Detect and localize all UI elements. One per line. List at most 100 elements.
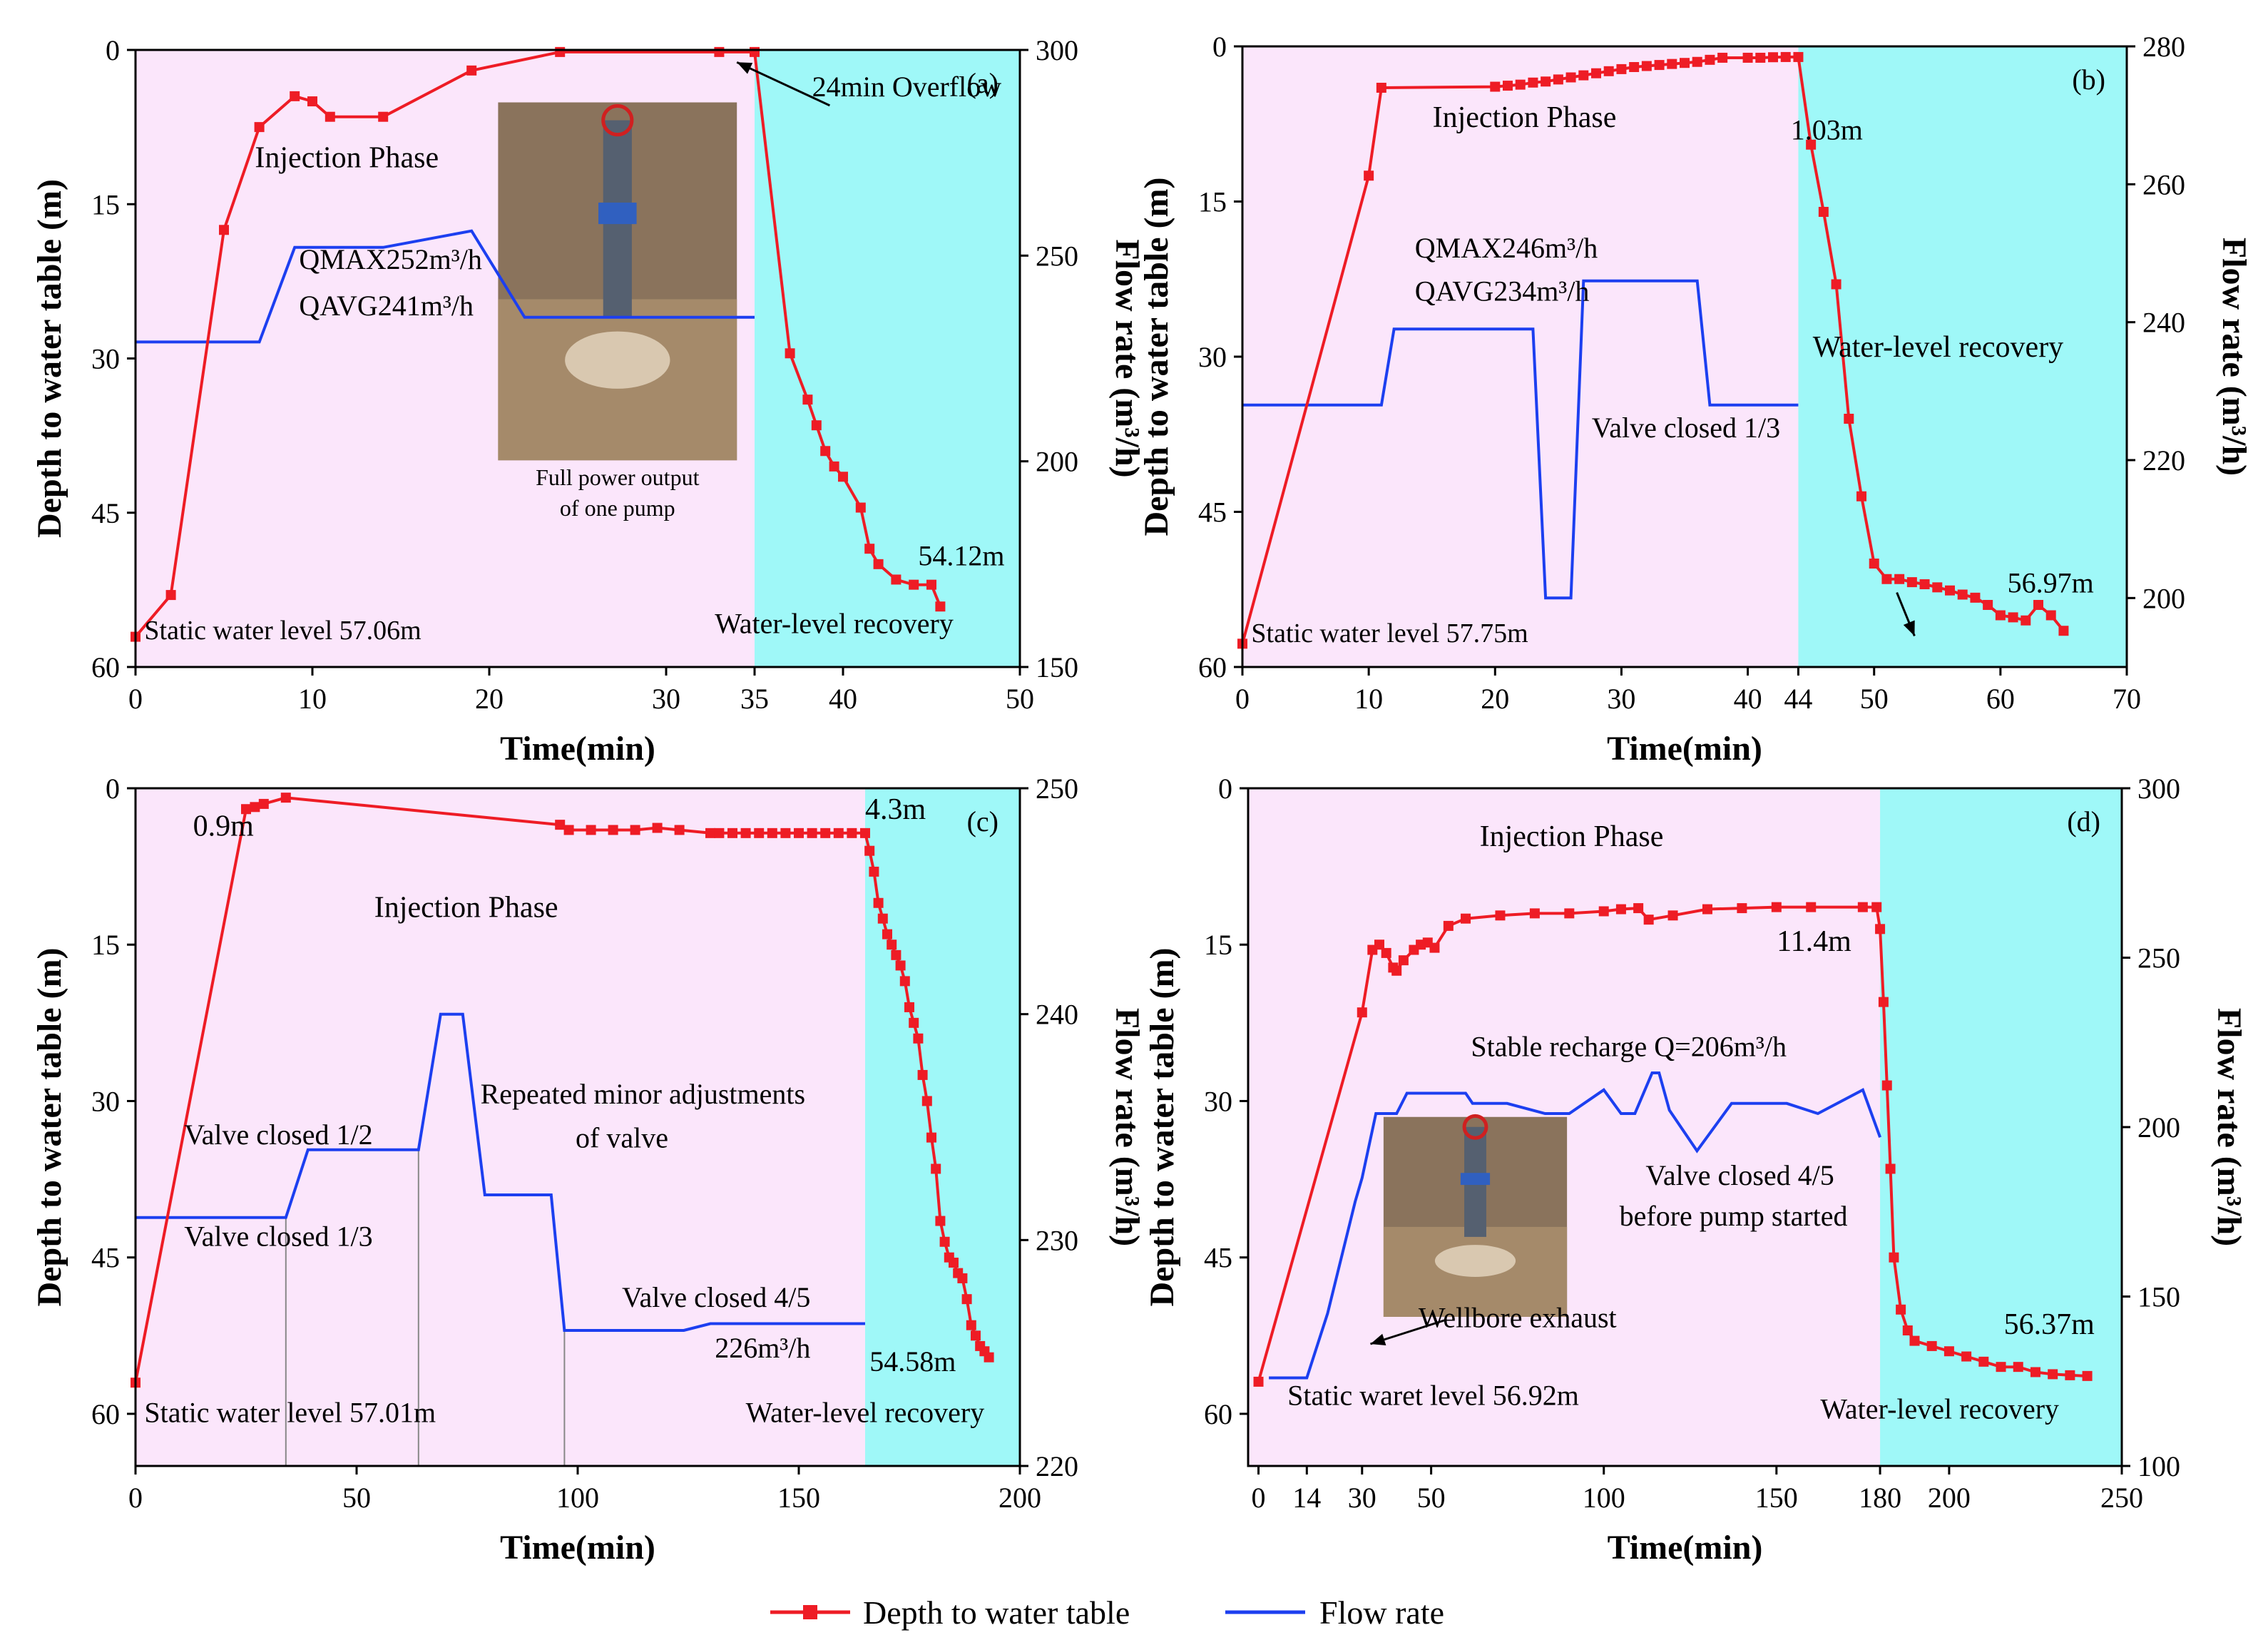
y2-tick-label: 240	[1036, 999, 1078, 1031]
annotation: Wellbore exhaust	[1419, 1301, 1617, 1333]
annotation: Valve closed 1/3	[1592, 412, 1780, 444]
y-tick-label: 0	[1218, 773, 1232, 805]
annotation: Water-level recovery	[1820, 1393, 2059, 1425]
y2-tick-label: 150	[2137, 1281, 2180, 1313]
depth-point	[909, 579, 919, 590]
depth-point	[254, 122, 265, 133]
depth-point	[794, 827, 804, 838]
y2-axis-label: Flow rate (m³/h)	[1108, 239, 1146, 477]
y-axis-label: Depth to water table (m)	[31, 948, 68, 1307]
annotation: of one pump	[560, 495, 675, 521]
depth-point	[2021, 615, 2031, 626]
depth-point	[1881, 574, 1892, 584]
depth-point	[1374, 939, 1384, 950]
depth-point	[1806, 139, 1817, 150]
annotation: QMAX252m³/h	[299, 243, 481, 275]
depth-point	[1364, 170, 1374, 181]
depth-point	[1443, 920, 1454, 931]
x-tick-label: 14	[1292, 1482, 1321, 1514]
x-tick-label: 150	[1755, 1482, 1798, 1514]
y-axis-label: Depth to water table (m)	[1138, 178, 1175, 536]
depth-point	[1515, 79, 1526, 90]
depth-point	[966, 1320, 976, 1330]
photo-flange	[1460, 1173, 1491, 1186]
annotation: Valve closed 4/5	[622, 1281, 810, 1313]
depth-point	[1529, 908, 1540, 919]
depth-point	[1806, 902, 1817, 912]
y2-tick-label: 200	[2137, 1111, 2180, 1144]
depth-point	[1391, 965, 1402, 976]
x-tick-label: 0	[128, 1482, 143, 1514]
y-tick-label: 0	[106, 34, 120, 66]
depth-point	[2048, 1369, 2058, 1380]
depth-point	[820, 446, 831, 457]
chart-panel-3: 0 50 100 150 200 0 15 30 45 60 220 230 240 250 Time(mi…	[31, 773, 1146, 1567]
y2-tick-label: 200	[2142, 582, 2185, 614]
annotation: Injection Phase	[374, 892, 558, 925]
y2-axis-label: Flow rate (m³/h)	[2210, 1008, 2248, 1246]
depth-point	[1398, 955, 1409, 966]
depth-point	[926, 1132, 936, 1143]
depth-point	[935, 1216, 946, 1226]
photo-splash	[565, 331, 670, 389]
legend-depth-marker	[803, 1605, 817, 1619]
y2-axis-label: Flow rate (m³/h)	[1108, 1008, 1146, 1246]
y-tick-label: 15	[91, 929, 120, 961]
x-axis-label: Time(min)	[1607, 730, 1762, 768]
depth-point	[325, 111, 335, 122]
depth-point	[2008, 612, 2018, 623]
y-tick-label: 45	[1204, 1242, 1232, 1274]
depth-point	[1875, 924, 1886, 935]
y2-tick-label: 250	[1036, 773, 1078, 805]
depth-point	[811, 420, 822, 431]
y-tick-label: 30	[91, 1085, 120, 1117]
depth-point	[1856, 491, 1866, 501]
depth-point	[882, 929, 892, 939]
depth-point	[864, 544, 875, 554]
x-tick-label: 10	[298, 683, 327, 715]
depth-point	[2058, 626, 2069, 636]
y2-tick-label: 220	[1036, 1450, 1078, 1482]
injection-phase-region	[136, 788, 865, 1466]
depth-point	[555, 820, 566, 830]
depth-point	[563, 825, 574, 835]
x-axis-label: Time(min)	[500, 1529, 655, 1567]
y-tick-label: 60	[1198, 651, 1227, 683]
depth-point	[608, 825, 618, 835]
annotation: 226m³/h	[715, 1332, 810, 1364]
y2-tick-label: 280	[2142, 31, 2185, 63]
depth-point	[674, 825, 685, 835]
depth-point	[1896, 1304, 1906, 1315]
annotation-arrow	[736, 61, 831, 107]
depth-point	[921, 1096, 932, 1106]
depth-point	[1541, 76, 1551, 87]
depth-point	[1357, 1007, 1367, 1018]
legend: Depth to water table Flow rate	[770, 1594, 1444, 1631]
annotation: Valve closed 1/3	[184, 1220, 372, 1252]
legend-flow-label: Flow rate	[1319, 1594, 1444, 1631]
depth-point	[1495, 910, 1506, 921]
x-tick-label: 35	[740, 683, 769, 715]
depth-point	[820, 827, 831, 838]
depth-point	[1717, 52, 1728, 63]
depth-point	[891, 949, 901, 960]
depth-point	[1643, 915, 1654, 925]
y-tick-label: 0	[1212, 31, 1227, 63]
x-tick-label: 250	[2100, 1482, 2143, 1514]
depth-point	[1932, 582, 1943, 593]
depth-point	[971, 1330, 981, 1341]
depth-point	[957, 1273, 968, 1283]
depth-point	[1253, 1376, 1264, 1387]
depth-point	[939, 1236, 950, 1247]
depth-point	[1996, 1362, 2006, 1373]
depth-point	[1381, 947, 1391, 958]
y-tick-label: 45	[1198, 496, 1227, 529]
depth-point	[1926, 1340, 1937, 1351]
x-tick-label: 0	[1252, 1482, 1266, 1514]
valve-wheel-icon	[1462, 1114, 1488, 1140]
annotation: before pump started	[1620, 1200, 1848, 1232]
depth-point	[1869, 559, 1879, 569]
annotation: Stable recharge Q=206m³/h	[1471, 1030, 1787, 1062]
recovery-phase-region	[865, 788, 1020, 1466]
depth-point	[917, 1069, 928, 1080]
